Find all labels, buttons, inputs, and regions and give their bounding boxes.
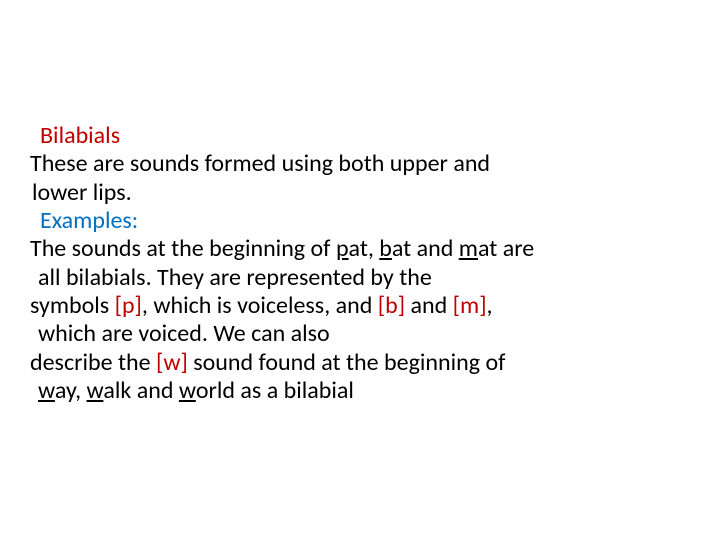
text-run: The sounds at the beginning of xyxy=(30,234,336,263)
text-run: at xyxy=(478,234,497,263)
body-line-1b: lower lips. xyxy=(30,179,680,207)
body-line-2b: all bilabials. They are represented by t… xyxy=(30,264,680,292)
text-run: alk and xyxy=(103,376,178,405)
underline-mat-m: m xyxy=(459,234,478,263)
body-line-3: symbols [p], which is voiceless, and [b]… xyxy=(30,292,680,320)
underline-pat-p: p xyxy=(336,234,349,263)
body-line-1: These are sounds formed using both upper… xyxy=(30,150,680,178)
subheading-examples: Examples: xyxy=(30,207,680,235)
text-run: are xyxy=(497,234,534,263)
text-run: and xyxy=(411,234,459,263)
underline-bat-b: b xyxy=(379,234,392,263)
text-run: , which is voiceless, and xyxy=(142,291,378,320)
text-run: , xyxy=(487,291,493,320)
underline-world-w: w xyxy=(179,376,196,405)
symbol-b: [b] xyxy=(378,291,405,320)
text-run: ay, xyxy=(55,376,87,405)
text-run: and xyxy=(405,291,453,320)
symbol-p: [p] xyxy=(115,291,142,320)
text-run: sound found at the beginning of xyxy=(188,348,506,377)
text-run: at xyxy=(349,234,368,263)
underline-walk-w: w xyxy=(87,376,104,405)
underline-way-w: w xyxy=(38,376,55,405)
text-run: symbols xyxy=(30,291,115,320)
text-run: orld as a bilabial xyxy=(196,376,354,405)
body-line-3b: which are voiced. We can also xyxy=(30,320,680,348)
body-line-4: describe the [w] sound found at the begi… xyxy=(30,349,680,377)
slide: Bilabials These are sounds formed using … xyxy=(0,0,720,540)
text-run: at xyxy=(392,234,411,263)
symbol-w: [w] xyxy=(156,348,188,377)
heading-bilabials: Bilabials xyxy=(30,122,680,150)
body-line-4b: way, walk and world as a bilabial xyxy=(30,377,680,405)
body-line-2: The sounds at the beginning of pat, bat … xyxy=(30,235,680,263)
symbol-m: [m] xyxy=(453,291,487,320)
text-run: , xyxy=(368,234,379,263)
text-run: describe the xyxy=(30,348,156,377)
